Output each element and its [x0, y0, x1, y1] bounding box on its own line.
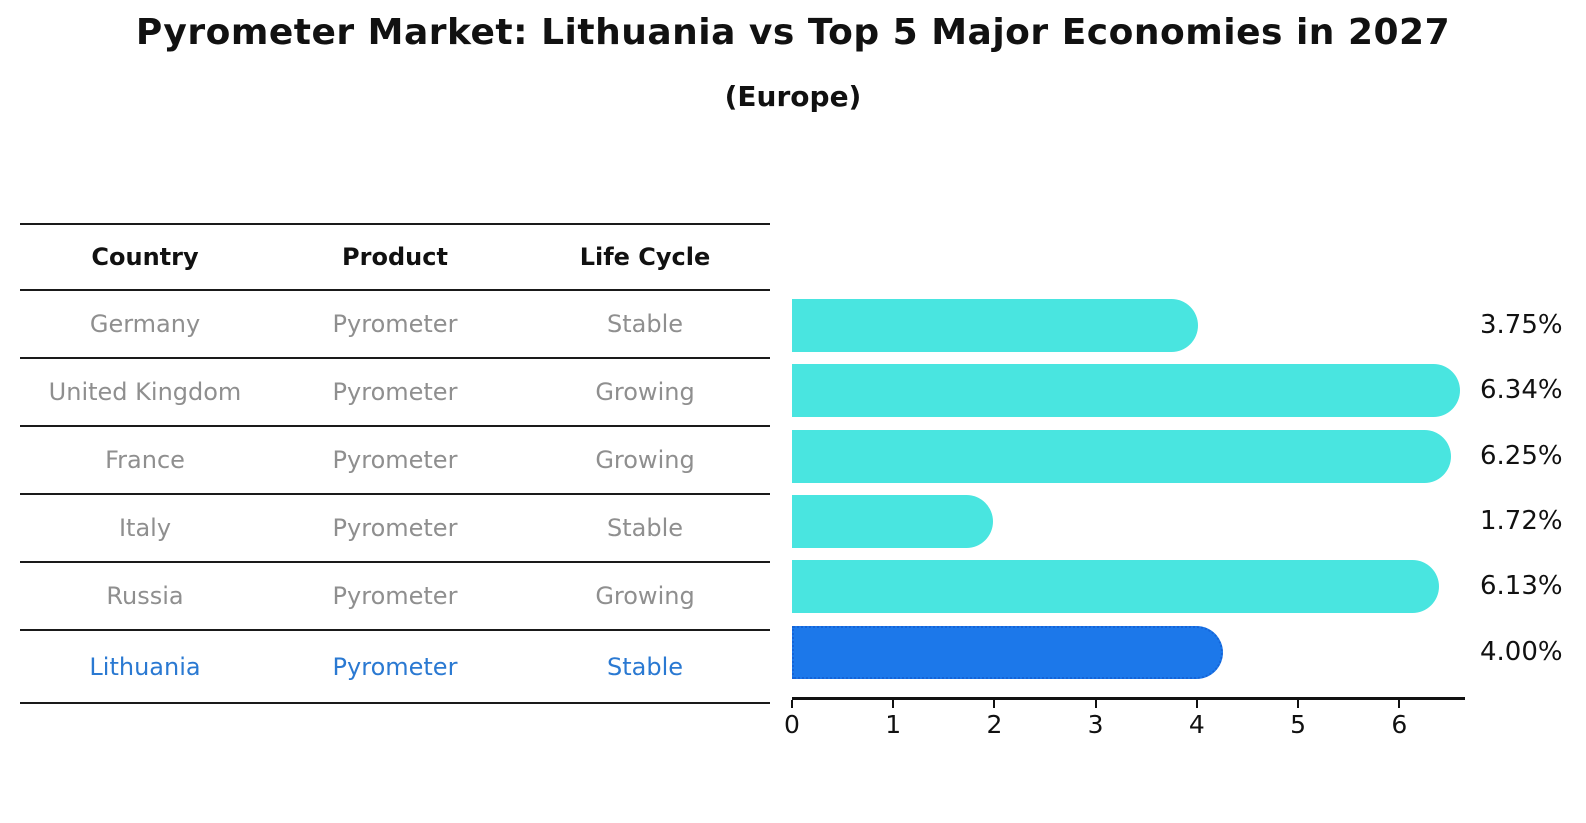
table-body: Germany Pyrometer Stable United Kingdom Pyro…: [20, 291, 770, 704]
x-axis-tick-label: 2: [986, 710, 1003, 739]
bar: [792, 299, 1199, 352]
x-axis-tick: [1195, 700, 1198, 708]
bar: [792, 364, 1461, 418]
table-row-lithuania: Lithuania Pyrometer Stable: [20, 631, 770, 704]
country-cell: Italy: [118, 514, 172, 542]
x-axis-tick-label: 0: [784, 710, 800, 739]
table-row-united-kingdom: United Kingdom Pyrometer Growing: [20, 359, 770, 427]
bar: [792, 494, 993, 548]
column-header-country: Country: [91, 243, 199, 271]
product-cell: Pyrometer: [332, 514, 458, 542]
bar-highlighted: [792, 625, 1224, 679]
product-cell: Pyrometer: [332, 378, 458, 406]
x-axis-tick: [993, 700, 996, 708]
life-cycle-cell: Stable: [606, 514, 684, 542]
column-header-product: Product: [342, 243, 448, 271]
table-row-italy: Italy Pyrometer Stable: [20, 495, 770, 563]
chart-subtitle: (Europe): [724, 80, 862, 113]
bar: [792, 429, 1452, 483]
life-cycle-cell: Growing: [595, 446, 695, 474]
bar-row-germany: 3.75%: [792, 292, 1586, 358]
x-axis-tick-label: 6: [1391, 710, 1408, 739]
product-cell: Pyrometer: [332, 652, 458, 681]
x-axis-tick-label: 5: [1290, 710, 1306, 739]
country-cell: Germany: [89, 310, 201, 338]
x-axis-tick-label: 3: [1087, 710, 1104, 739]
x-axis-tick: [1094, 700, 1097, 708]
product-cell: Pyrometer: [332, 446, 458, 474]
x-axis-tick: [892, 700, 895, 708]
bar-value-label: 6.25%: [1480, 440, 1563, 471]
table-row-germany: Germany Pyrometer Stable: [20, 291, 770, 359]
x-axis-tick: [1297, 700, 1300, 708]
country-cell: Lithuania: [89, 652, 201, 681]
x-axis-tick: [791, 700, 793, 708]
table-row-france: France Pyrometer Growing: [20, 427, 770, 495]
bar-value-label: 1.72%: [1480, 505, 1563, 536]
bar-row-italy: 1.72%: [792, 488, 1586, 554]
table-row-russia: Russia Pyrometer Growing: [20, 563, 770, 631]
life-cycle-cell: Stable: [606, 310, 684, 338]
bar-value-label: 6.13%: [1480, 571, 1563, 602]
bar-row-russia: 6.13%: [792, 553, 1586, 619]
x-axis-line: [792, 697, 1465, 700]
bar-chart: 3.75% 6.34% 6.25% 1.72% 6.13% 4.00%: [792, 292, 1586, 692]
chart-title: Pyrometer Market: Lithuania vs Top 5 Maj…: [135, 12, 1451, 53]
x-axis-tick: [1398, 700, 1401, 708]
bar-row-france: 6.25%: [792, 423, 1586, 489]
country-cell: United Kingdom: [48, 378, 242, 406]
life-cycle-cell: Growing: [595, 582, 695, 610]
country-table: Country Product Life Cycle Germany Pyrome…: [20, 223, 770, 704]
x-axis-tick-label: 1: [885, 710, 902, 739]
x-axis: 0 1 2 3 4 5 6: [784, 697, 1465, 747]
country-cell: Russia: [106, 582, 184, 610]
life-cycle-cell: Stable: [606, 652, 684, 681]
bar-value-label: 4.00%: [1480, 636, 1563, 667]
bar-value-label: 6.34%: [1480, 375, 1563, 406]
product-cell: Pyrometer: [332, 310, 458, 338]
bar-row-lithuania: 4.00%: [792, 619, 1586, 685]
product-cell: Pyrometer: [332, 582, 458, 610]
x-axis-tick-label: 4: [1188, 710, 1205, 739]
bar-row-united-kingdom: 6.34%: [792, 357, 1586, 423]
life-cycle-cell: Growing: [595, 378, 695, 406]
bar-value-label: 3.75%: [1480, 310, 1563, 340]
table-header-row: Country Product Life Cycle: [20, 225, 770, 291]
country-cell: France: [105, 446, 185, 474]
column-header-life-cycle: Life Cycle: [579, 243, 711, 271]
bar: [792, 560, 1439, 614]
